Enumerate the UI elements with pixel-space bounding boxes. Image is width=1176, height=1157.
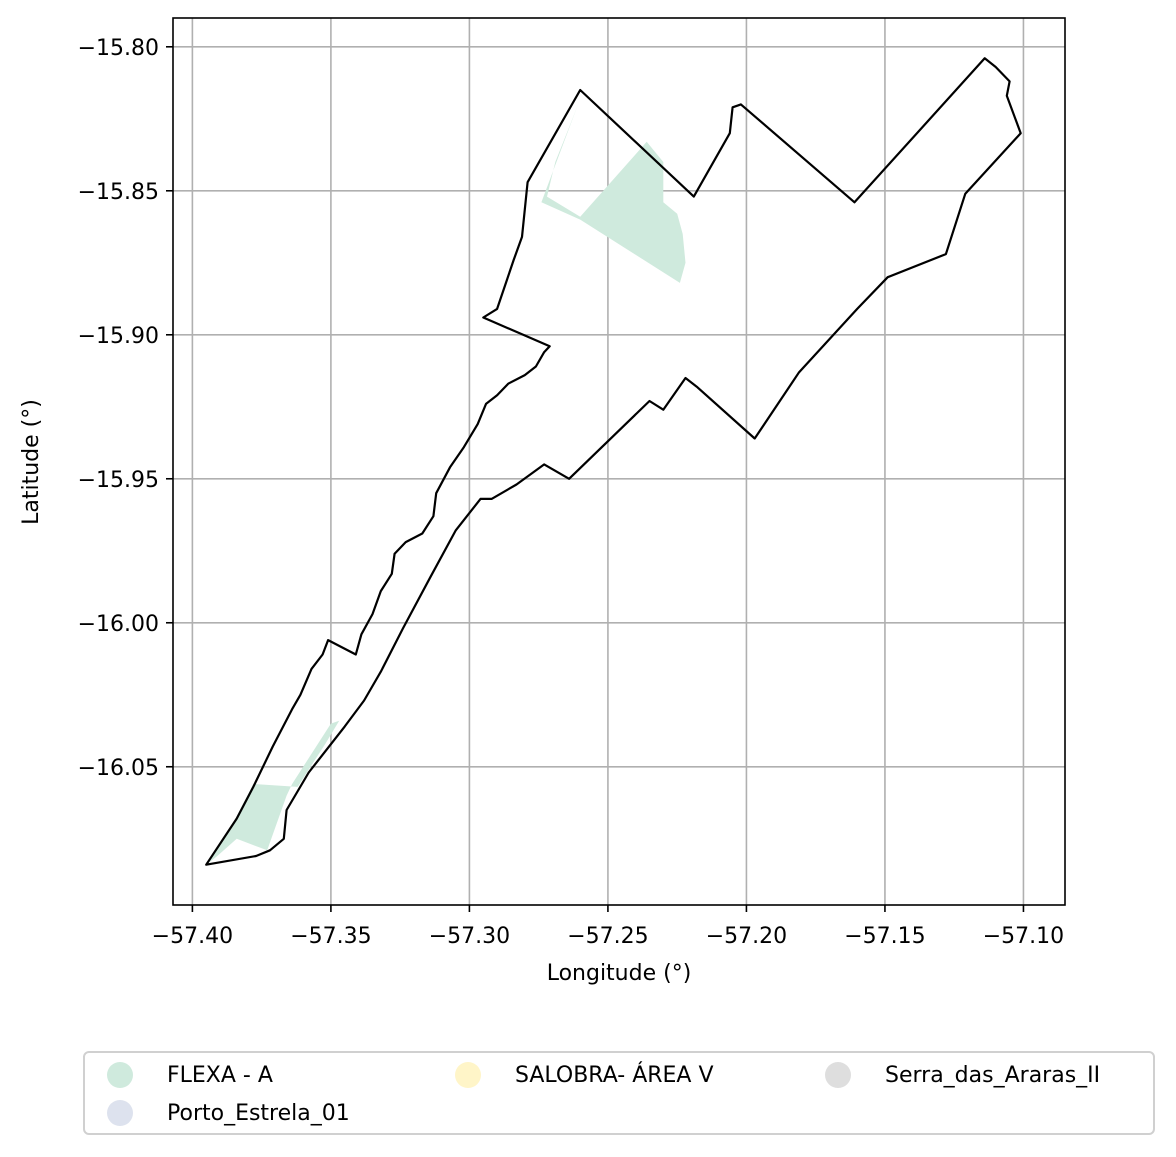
- legend-marker-salobra-area-v: [455, 1062, 481, 1088]
- x-tick-label: −57.20: [706, 924, 787, 949]
- y-tick-label: −15.95: [78, 468, 159, 493]
- y-axis-label: Latitude (°): [19, 399, 44, 525]
- x-tick-label: −57.40: [152, 924, 233, 949]
- grid-lines: [173, 18, 1065, 905]
- x-tick-label: −57.10: [983, 924, 1064, 949]
- legend-marker-porto-estrela-01: [107, 1100, 133, 1126]
- x-axis-label: Longitude (°): [547, 961, 692, 986]
- legend-marker-serra-das-araras-ii: [825, 1062, 851, 1088]
- legend-item-serra-das-araras-ii: Serra_das_Araras_II: [825, 1057, 1100, 1093]
- area-polygon: [541, 98, 686, 283]
- y-tick-label: −15.85: [78, 180, 159, 205]
- legend-item-porto-estrela-01: Porto_Estrela_01: [107, 1095, 350, 1131]
- boundary-outline: [205, 57, 1022, 866]
- y-axis-ticks: −15.80 −15.85 −15.90 −15.95 −16.00 −16.05: [78, 36, 173, 781]
- legend: FLEXA - A Porto_Estrela_01 SALOBRA- ÁREA…: [83, 1051, 1155, 1135]
- plot-frame: [172, 17, 1066, 906]
- x-axis-ticks: −57.40 −57.35 −57.30 −57.25 −57.20 −57.15 −57.…: [152, 905, 1064, 949]
- y-tick-label: −15.90: [78, 324, 159, 349]
- legend-item-salobra-area-v: SALOBRA- ÁREA V: [455, 1057, 714, 1093]
- legend-label-flexa-a: FLEXA - A: [167, 1062, 273, 1088]
- legend-marker-flexa-a: [107, 1062, 133, 1088]
- y-tick-label: −15.80: [78, 36, 159, 61]
- legend-item-flexa-a: FLEXA - A: [107, 1057, 273, 1093]
- x-tick-label: −57.35: [290, 924, 371, 949]
- map-figure: −57.40 −57.35 −57.30 −57.25 −57.20 −57.15 −57.…: [19, 17, 1066, 986]
- boundary-polygon: [205, 57, 1022, 866]
- legend-label-porto-estrela-01: Porto_Estrela_01: [167, 1100, 350, 1126]
- x-tick-label: −57.15: [844, 924, 925, 949]
- x-tick-label: −57.30: [429, 924, 510, 949]
- legend-label-serra-das-araras-ii: Serra_das_Araras_II: [885, 1062, 1101, 1088]
- y-tick-label: −16.00: [78, 612, 159, 637]
- legend-label-salobra-area-v: SALOBRA- ÁREA V: [515, 1062, 714, 1088]
- x-tick-label: −57.25: [567, 924, 648, 949]
- area-polygon: [206, 720, 340, 865]
- concession-areas: [206, 98, 686, 865]
- y-tick-label: −16.05: [78, 756, 159, 781]
